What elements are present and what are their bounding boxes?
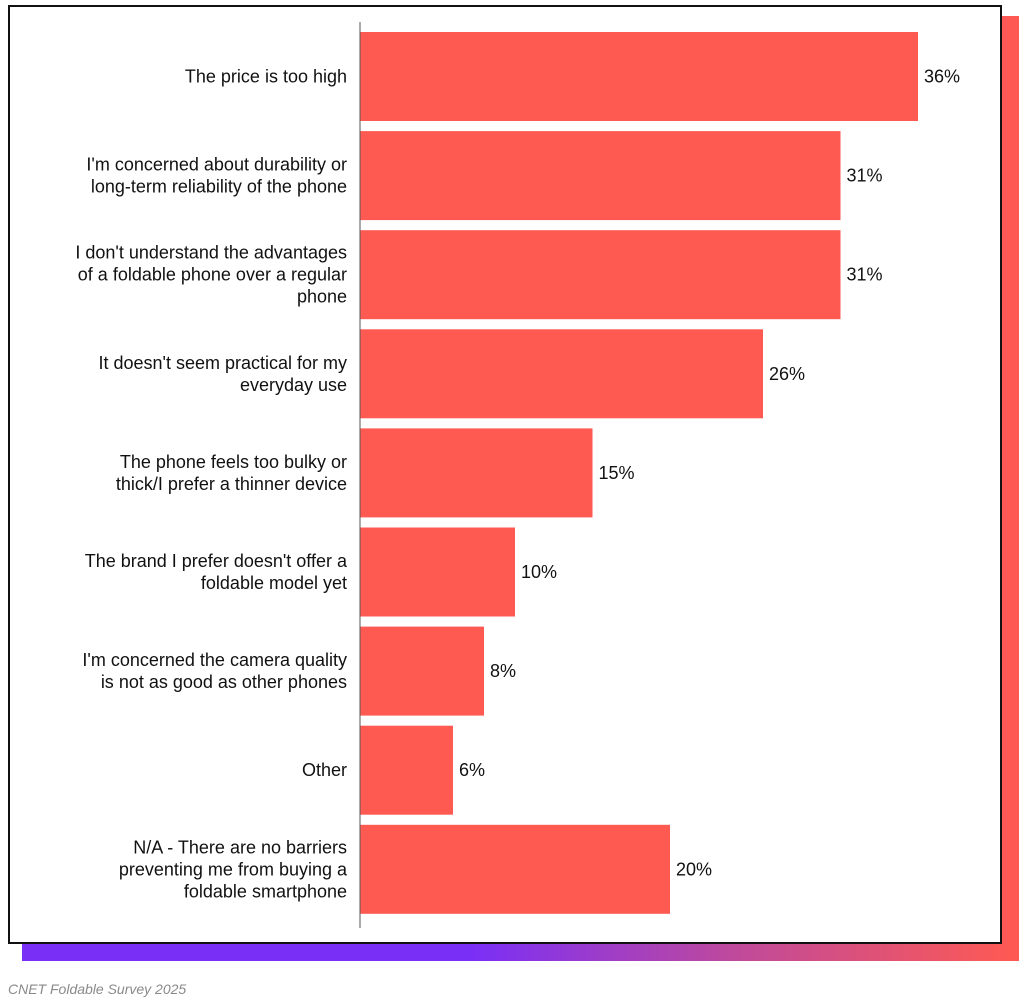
category-label: Other bbox=[302, 760, 347, 780]
category-label-line: The price is too high bbox=[185, 67, 347, 87]
category-label-line: Other bbox=[302, 760, 347, 780]
bar bbox=[360, 824, 670, 914]
category-label-line: The brand I prefer doesn't offer a bbox=[85, 551, 348, 571]
bar-value-label: 31% bbox=[847, 265, 883, 285]
category-label: I'm concerned about durability or long-te… bbox=[86, 155, 347, 197]
category-label-line: of a foldable phone over a regular bbox=[78, 265, 347, 285]
bar-value-label: 10% bbox=[521, 562, 557, 582]
bar bbox=[360, 527, 515, 617]
bar bbox=[360, 131, 841, 221]
bar-value-label: 26% bbox=[769, 364, 805, 384]
category-label-line: thick/I prefer a thinner device bbox=[116, 474, 347, 494]
category-label: The phone feels too bulky or thick/I pref… bbox=[116, 452, 347, 494]
bar bbox=[360, 32, 918, 121]
category-label-line: foldable model yet bbox=[201, 573, 347, 593]
category-label: It doesn't seem practical for my everyday… bbox=[98, 353, 347, 395]
bar bbox=[360, 725, 453, 815]
source-note: CNET Foldable Survey 2025 bbox=[8, 981, 187, 997]
category-label: I don't understand the advantages of a fo… bbox=[75, 243, 347, 307]
category-label-line: everyday use bbox=[240, 375, 347, 395]
bar-value-label: 8% bbox=[490, 661, 516, 681]
category-label: N/A - There are no barriers preventing me… bbox=[119, 837, 348, 901]
category-label-line: preventing me from buying a bbox=[119, 859, 348, 879]
category-label-line: N/A - There are no barriers bbox=[133, 837, 347, 857]
bar-value-label: 36% bbox=[924, 67, 960, 87]
bar-value-label: 31% bbox=[847, 166, 883, 186]
bar bbox=[360, 329, 763, 419]
category-label-line: I'm concerned about durability or bbox=[86, 155, 347, 175]
category-label: The price is too high bbox=[185, 67, 347, 87]
bar bbox=[360, 428, 593, 518]
bar bbox=[360, 626, 484, 716]
category-label-line: The phone feels too bulky or bbox=[120, 452, 347, 472]
category-label-line: phone bbox=[297, 287, 347, 307]
category-label: I'm concerned the camera quality is not a… bbox=[82, 650, 347, 692]
category-label-line: I'm concerned the camera quality bbox=[82, 650, 347, 670]
category-label-line: is not as good as other phones bbox=[101, 672, 347, 692]
bar bbox=[360, 230, 841, 320]
category-label: The brand I prefer doesn't offer a foldab… bbox=[85, 551, 348, 593]
bar-value-label: 20% bbox=[676, 859, 712, 879]
category-label-line: long-term reliability of the phone bbox=[91, 177, 347, 197]
category-label-line: foldable smartphone bbox=[184, 881, 347, 901]
category-label-line: It doesn't seem practical for my bbox=[98, 353, 347, 373]
bar-value-label: 6% bbox=[459, 760, 485, 780]
category-label-line: I don't understand the advantages bbox=[75, 243, 347, 263]
bar-value-label: 15% bbox=[599, 463, 635, 483]
